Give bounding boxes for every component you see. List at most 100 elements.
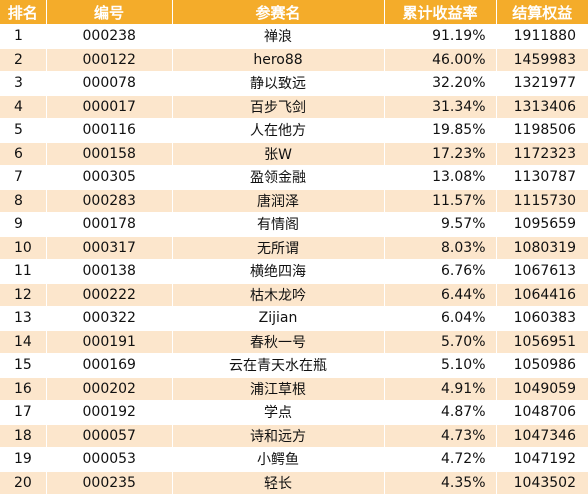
table-row: 11 000138 横绝四海 6.76% 1067613 <box>0 259 588 284</box>
cell-rank: 13 <box>0 306 47 331</box>
cell-rank: 15 <box>0 353 47 378</box>
cell-equity: 1115730 <box>496 189 588 213</box>
cell-participant-name: 横绝四海 <box>172 259 385 284</box>
table-header: 排名 编号 参赛名 累计收益率 结算权益 <box>0 0 588 25</box>
cell-return-rate: 13.08% <box>384 165 497 190</box>
cell-rank: 2 <box>0 48 47 72</box>
cell-rank: 3 <box>0 71 47 96</box>
table-row: 12 000222 枯木龙吟 6.44% 1064416 <box>0 283 588 307</box>
cell-return-rate: 4.91% <box>384 377 497 401</box>
cell-code: 000138 <box>46 259 173 284</box>
cell-rank: 19 <box>0 447 47 472</box>
cell-code: 000053 <box>46 447 173 472</box>
cell-return-rate: 4.35% <box>384 471 497 495</box>
table-row: 19 000053 小鳄鱼 4.72% 1047192 <box>0 447 588 472</box>
cell-equity: 1911880 <box>496 24 588 49</box>
cell-return-rate: 91.19% <box>384 24 497 49</box>
cell-participant-name: 浦江草根 <box>172 377 385 401</box>
cell-equity: 1043502 <box>496 471 588 495</box>
cell-return-rate: 6.04% <box>384 306 497 331</box>
cell-rank: 17 <box>0 400 47 425</box>
cell-rank: 18 <box>0 424 47 448</box>
cell-equity: 1050986 <box>496 353 588 378</box>
cell-rank: 9 <box>0 212 47 237</box>
table-row: 1 000238 禅浪 91.19% 1911880 <box>0 24 588 49</box>
cell-return-rate: 4.73% <box>384 424 497 448</box>
cell-code: 000057 <box>46 424 173 448</box>
cell-return-rate: 31.34% <box>384 95 497 119</box>
cell-return-rate: 9.57% <box>384 212 497 237</box>
cell-code: 000017 <box>46 95 173 119</box>
cell-return-rate: 11.57% <box>384 189 497 213</box>
header-code: 编号 <box>46 0 173 25</box>
cell-equity: 1313406 <box>496 95 588 119</box>
cell-equity: 1056951 <box>496 330 588 354</box>
cell-rank: 6 <box>0 142 47 166</box>
table-row: 5 000116 人在他方 19.85% 1198506 <box>0 118 588 143</box>
table-row: 18 000057 诗和远方 4.73% 1047346 <box>0 424 588 448</box>
cell-participant-name: hero88 <box>172 48 385 72</box>
table-row: 13 000322 Zijian 6.04% 1060383 <box>0 306 588 331</box>
table-body: 1 000238 禅浪 91.19% 1911880 2 000122 hero88 46.00… <box>0 24 588 495</box>
table-row: 17 000192 学点 4.87% 1048706 <box>0 400 588 425</box>
table-row: 4 000017 百步飞剑 31.34% 1313406 <box>0 95 588 119</box>
cell-equity: 1067613 <box>496 259 588 284</box>
cell-code: 000178 <box>46 212 173 237</box>
cell-return-rate: 4.72% <box>384 447 497 472</box>
header-equity: 结算权益 <box>496 0 588 25</box>
table-row: 8 000283 唐润泽 11.57% 1115730 <box>0 189 588 213</box>
cell-code: 000202 <box>46 377 173 401</box>
cell-participant-name: 唐润泽 <box>172 189 385 213</box>
cell-code: 000235 <box>46 471 173 495</box>
cell-participant-name: 人在他方 <box>172 118 385 143</box>
table-row: 16 000202 浦江草根 4.91% 1049059 <box>0 377 588 401</box>
cell-code: 000317 <box>46 236 173 260</box>
cell-equity: 1459983 <box>496 48 588 72</box>
cell-equity: 1047346 <box>496 424 588 448</box>
cell-code: 000169 <box>46 353 173 378</box>
cell-return-rate: 6.44% <box>384 283 497 307</box>
cell-rank: 8 <box>0 189 47 213</box>
cell-equity: 1130787 <box>496 165 588 190</box>
cell-rank: 20 <box>0 471 47 495</box>
cell-return-rate: 5.70% <box>384 330 497 354</box>
cell-equity: 1095659 <box>496 212 588 237</box>
table-row: 14 000191 春秋一号 5.70% 1056951 <box>0 330 588 354</box>
cell-participant-name: 学点 <box>172 400 385 425</box>
cell-rank: 10 <box>0 236 47 260</box>
cell-rank: 14 <box>0 330 47 354</box>
cell-participant-name: 禅浪 <box>172 24 385 49</box>
cell-participant-name: 诗和远方 <box>172 424 385 448</box>
cell-equity: 1049059 <box>496 377 588 401</box>
cell-rank: 4 <box>0 95 47 119</box>
cell-rank: 5 <box>0 118 47 143</box>
cell-participant-name: Zijian <box>172 306 385 331</box>
cell-equity: 1321977 <box>496 71 588 96</box>
cell-equity: 1048706 <box>496 400 588 425</box>
cell-participant-name: 轻长 <box>172 471 385 495</box>
cell-participant-name: 云在青天水在瓶 <box>172 353 385 378</box>
cell-return-rate: 17.23% <box>384 142 497 166</box>
cell-participant-name: 有情阁 <box>172 212 385 237</box>
header-name: 参赛名 <box>172 0 385 25</box>
cell-code: 000283 <box>46 189 173 213</box>
cell-return-rate: 32.20% <box>384 71 497 96</box>
table-row: 7 000305 盈领金融 13.08% 1130787 <box>0 165 588 190</box>
table-row: 10 000317 无所谓 8.03% 1080319 <box>0 236 588 260</box>
cell-participant-name: 春秋一号 <box>172 330 385 354</box>
cell-participant-name: 静以致远 <box>172 71 385 96</box>
cell-return-rate: 46.00% <box>384 48 497 72</box>
cell-return-rate: 19.85% <box>384 118 497 143</box>
table-row: 9 000178 有情阁 9.57% 1095659 <box>0 212 588 237</box>
header-row: 排名 编号 参赛名 累计收益率 结算权益 <box>0 0 588 25</box>
cell-participant-name: 张W <box>172 142 385 166</box>
cell-return-rate: 6.76% <box>384 259 497 284</box>
cell-code: 000192 <box>46 400 173 425</box>
table-row: 15 000169 云在青天水在瓶 5.10% 1050986 <box>0 353 588 378</box>
cell-rank: 1 <box>0 24 47 49</box>
cell-equity: 1198506 <box>496 118 588 143</box>
cell-code: 000305 <box>46 165 173 190</box>
cell-rank: 16 <box>0 377 47 401</box>
cell-code: 000116 <box>46 118 173 143</box>
